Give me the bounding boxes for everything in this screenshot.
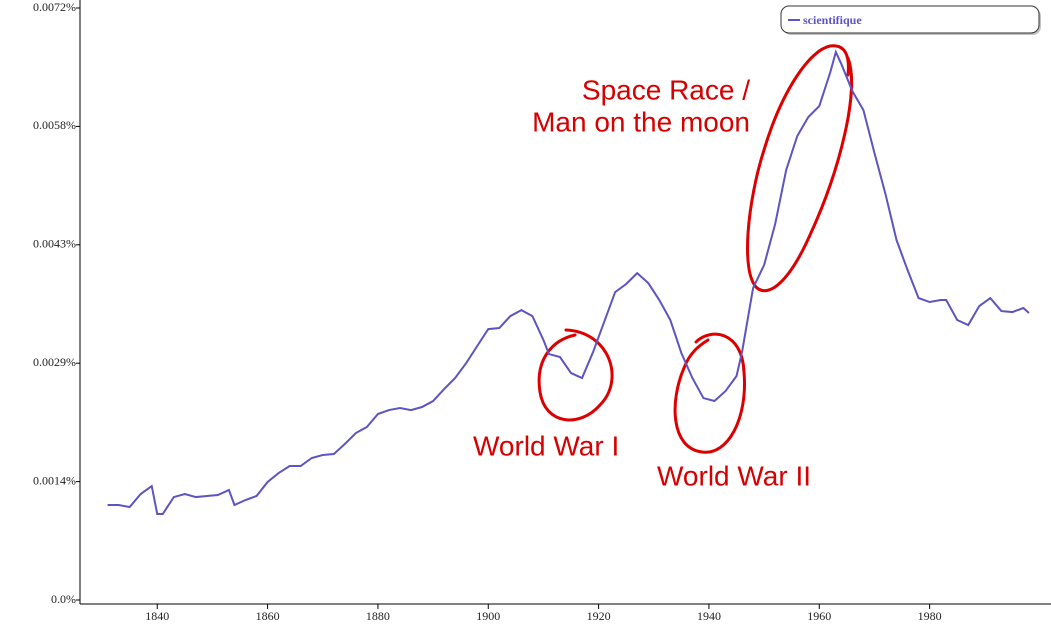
x-tick-label: 1840 <box>145 609 169 623</box>
x-tick-label: 1880 <box>366 609 390 623</box>
circle-ww1 <box>537 328 614 422</box>
y-tick-label: 0.0014% <box>33 473 76 487</box>
y-tick-label: 0.0072% <box>33 0 76 14</box>
circle-ww2 <box>673 332 747 454</box>
x-tick-label: 1980 <box>918 609 942 623</box>
legend-box <box>780 5 1040 34</box>
x-tick-label: 1960 <box>807 609 831 623</box>
x-tick-label: 1900 <box>476 609 500 623</box>
data-line <box>107 49 1030 515</box>
annotation: Space Race / <box>582 74 750 105</box>
x-tick-label: 1920 <box>587 609 611 623</box>
legend-label: scientifique <box>803 13 862 27</box>
legend: scientifique <box>780 5 1041 35</box>
x-tick-label: 1940 <box>697 609 721 623</box>
x-tick-label: 1860 <box>256 609 280 623</box>
annotation: World War I <box>473 430 619 461</box>
circle-space-race <box>746 44 854 293</box>
y-tick-label: 0.0029% <box>33 355 76 369</box>
y-tick-label: 0.0% <box>51 592 76 606</box>
y-tick-label: 0.0058% <box>33 118 76 132</box>
annotation: Man on the moon <box>532 106 750 137</box>
annotation: World War II <box>657 460 811 491</box>
y-tick-label: 0.0043% <box>33 237 76 251</box>
